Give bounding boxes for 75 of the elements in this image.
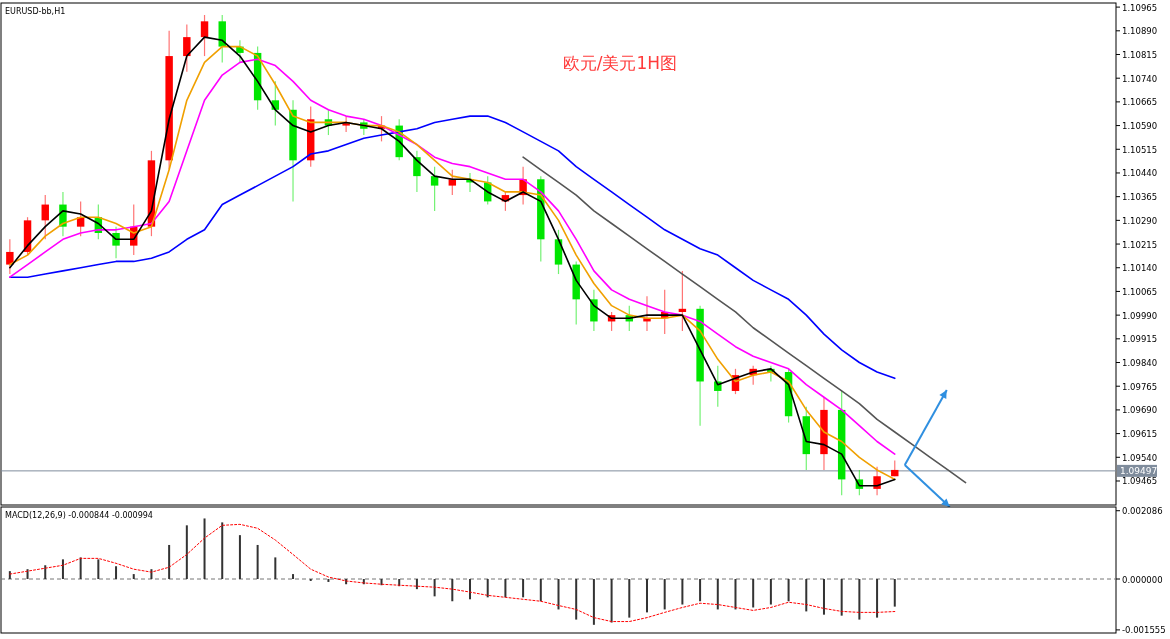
bar [168, 544, 171, 579]
bar [504, 579, 507, 598]
bar [486, 579, 489, 598]
y-tick-label: 1.10440 [1122, 168, 1158, 179]
bar [97, 559, 100, 579]
ref-line-label: 1.09497 [1120, 466, 1158, 477]
y-tick-label: 1.10965 [1122, 2, 1158, 13]
y-tick-label: 1.10290 [1122, 215, 1158, 226]
bar [433, 579, 436, 597]
bar [132, 574, 135, 579]
bar [858, 579, 861, 620]
bar [61, 559, 64, 579]
y-tick-label: -0.001555 [1122, 625, 1166, 636]
bar [716, 579, 719, 610]
text: 欧元/美元1H图 [562, 53, 677, 73]
y-tick-label: 1.10740 [1122, 73, 1158, 84]
bar [26, 569, 29, 579]
bar [610, 579, 613, 623]
y-tick-label: 1.09615 [1122, 429, 1158, 440]
bar [469, 579, 472, 600]
annotation: MACD(12,26,9) -0.000844 -0.000994 [5, 511, 153, 520]
line-series [9, 523, 896, 623]
bar [592, 579, 595, 625]
bar [752, 579, 755, 608]
y-tick-label: 1.09990 [1122, 310, 1158, 321]
bar [681, 579, 684, 605]
bar [539, 579, 542, 602]
y-tick-label: 1.10140 [1122, 263, 1158, 274]
bar [415, 579, 418, 590]
y-tick-label: 1.10515 [1122, 144, 1158, 155]
bar [185, 525, 188, 579]
bar [628, 579, 631, 618]
bar [451, 579, 454, 602]
bar [734, 579, 737, 610]
bar [876, 579, 879, 618]
bar [203, 518, 206, 579]
y-tick-label: 1.09765 [1122, 381, 1158, 392]
bar [575, 579, 578, 620]
y-tick-label: 1.10665 [1122, 97, 1158, 108]
bar [221, 522, 224, 579]
bar [893, 579, 896, 607]
bar [115, 566, 118, 579]
y-tick-label: 0.002086 [1122, 506, 1163, 517]
y-tick-label: 1.10065 [1122, 286, 1158, 297]
annotation: EURUSD-bb,H1 [5, 7, 66, 16]
bar [292, 574, 295, 579]
y-tick-label: 0.000000 [1122, 574, 1163, 585]
y-tick-label: 1.09840 [1122, 358, 1158, 369]
bar [822, 579, 825, 615]
bar [787, 579, 790, 602]
bar [699, 579, 702, 602]
y-tick-label: 1.09465 [1122, 476, 1158, 487]
bar [79, 557, 82, 579]
bar [274, 557, 277, 579]
y-tick-label: 1.10365 [1122, 192, 1158, 203]
bar [805, 579, 808, 612]
bar [769, 579, 772, 605]
bar [840, 579, 843, 616]
bar [557, 579, 560, 610]
y-tick-label: 1.09690 [1122, 405, 1158, 416]
bar [327, 579, 330, 582]
y-tick-label: 1.10215 [1122, 239, 1158, 250]
y-tick-label: 1.10890 [1122, 26, 1158, 37]
y-tick-label: 1.10815 [1122, 50, 1158, 60]
bar [645, 579, 648, 613]
y-tick-label: 1.09915 [1122, 334, 1158, 345]
line-series [9, 115, 896, 380]
line-series [522, 156, 967, 484]
bar [44, 565, 47, 579]
y-tick-label: 1.10590 [1122, 121, 1158, 132]
y-tick-label: 1.09540 [1122, 452, 1158, 463]
bar [238, 535, 241, 579]
bar [522, 579, 525, 598]
bar [663, 579, 666, 610]
bar [256, 544, 259, 579]
